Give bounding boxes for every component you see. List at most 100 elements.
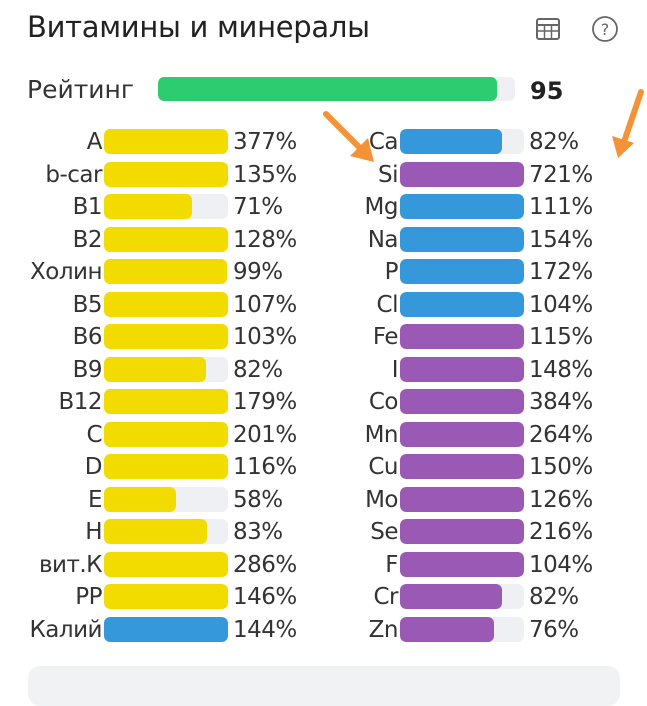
nutrient-bar [400,356,524,382]
nutrient-label: B9 [72,356,103,383]
rating-value: 95 [530,77,564,105]
nutrient-bar-fill [400,616,495,642]
nutrient-label: B2 [72,226,103,253]
nutrient-bar [104,226,228,252]
nutrient-percent: 104% [529,551,593,578]
nutrient-bar-fill [104,551,228,577]
nutrient-label: P [384,259,399,285]
nutrient-bar [400,324,524,349]
nutrient-bar-fill [400,486,524,512]
nutrient-label: A [86,129,103,155]
nutrient-row: Ca 82% [0,128,647,156]
nutrient-row: Калий 144% [0,616,647,644]
nutrient-row: B1 71% [0,193,647,221]
nutrient-bar [400,551,524,577]
nutrient-label: H [85,519,102,545]
nutrient-bar [400,194,524,219]
nutrient-percent: 76% [529,616,579,643]
nutrient-row: Na 154% [0,226,647,254]
nutrient-row: Cl 104% [0,291,647,319]
nutrient-row: Cu 150% [0,453,647,481]
nutrient-percent: 377% [233,129,297,155]
nutrient-label: b-car [45,161,102,188]
nutrient-percent: 172% [529,259,593,285]
svg-text:?: ? [601,20,610,39]
nutrient-bar [400,421,524,447]
nutrient-bar [104,194,228,219]
nutrient-label: Ca [368,129,399,155]
nutrient-label: Mg [364,194,399,220]
rating-label: Рейтинг [27,75,134,104]
nutrient-row: Mn 264% [0,421,647,449]
nutrient-percent: 58% [233,486,283,513]
nutrient-bar [400,259,524,284]
nutrient-percent: 104% [529,291,593,318]
nutrient-bar [104,584,228,609]
nutrient-row: B5 107% [0,291,647,319]
nutrient-row: Cr 82% [0,583,647,611]
nutrient-percent: 154% [529,226,593,253]
nutrient-bar-fill [400,421,524,447]
nutrient-bar [104,389,228,414]
nutrient-bar-fill [104,194,193,219]
nutrient-percent: 384% [529,389,593,415]
nutrient-bar-fill [104,486,176,512]
nutrient-row: b-car 135% [0,161,647,189]
nutrient-bar [400,389,524,414]
nutrient-bar-fill [400,226,524,252]
nutrient-label: Mo [365,486,398,513]
nutrient-bar-fill [400,161,524,187]
nutrient-bar-fill [400,129,502,154]
table-icon[interactable] [533,14,563,44]
nutrient-percent: 128% [233,226,297,253]
nutrient-row: C 201% [0,421,647,449]
nutrient-row: A 377% [0,128,647,156]
nutrient-label: Mn [364,421,399,448]
nutrient-label: вит.К [38,551,103,578]
nutrient-row: Se 216% [0,518,647,546]
nutrient-bar-fill [104,259,227,284]
nutrient-row: H 83% [0,518,647,546]
rating-bar [158,77,515,101]
nutrient-label: B12 [58,389,102,415]
nutrient-percent: 83% [233,519,283,545]
nutrient-percent: 144% [233,616,297,643]
nutrient-bar-fill [104,161,228,187]
nutrient-bar-fill [400,519,524,544]
nutrient-percent: 135% [233,161,297,188]
nutrient-label: B1 [72,194,103,220]
nutrient-label: F [385,551,398,578]
nutrient-row: Zn 76% [0,616,647,644]
nutrient-percent: 146% [233,584,297,610]
nutrient-bar [104,421,228,447]
nutrient-bar-fill [104,616,228,642]
nutrient-bar [400,519,524,544]
nutrient-percent: 150% [529,454,593,480]
nutrient-bar [104,161,228,187]
nutrient-label: B6 [72,324,103,350]
nutrient-row: B9 82% [0,356,647,384]
nutrient-label: Cl [376,291,399,318]
nutrient-percent: 82% [529,129,579,155]
nutrient-percent: 721% [529,161,593,188]
nutrient-row: I 148% [0,356,647,384]
nutrient-bar-fill [104,421,228,447]
nutrient-bar-fill [400,259,524,284]
nutrient-label: Холин [29,259,103,285]
nutrient-bar [104,616,228,642]
bottom-panel [28,666,620,706]
nutrient-percent: 103% [233,324,297,350]
nutrient-bar-fill [104,454,228,479]
nutrient-row: Mg 111% [0,193,647,221]
nutrient-percent: 107% [233,291,297,318]
nutrient-row: B12 179% [0,388,647,416]
nutrient-percent: 126% [529,486,593,513]
nutrient-bar-fill [400,389,524,414]
nutrient-bar [104,291,228,317]
help-icon[interactable]: ? [590,14,620,44]
nutrient-label: E [87,486,103,513]
nutrient-bar-fill [104,291,228,317]
nutrient-row: Холин 99% [0,258,647,286]
nutrient-percent: 115% [529,324,593,350]
nutrient-bar-fill [400,584,502,609]
